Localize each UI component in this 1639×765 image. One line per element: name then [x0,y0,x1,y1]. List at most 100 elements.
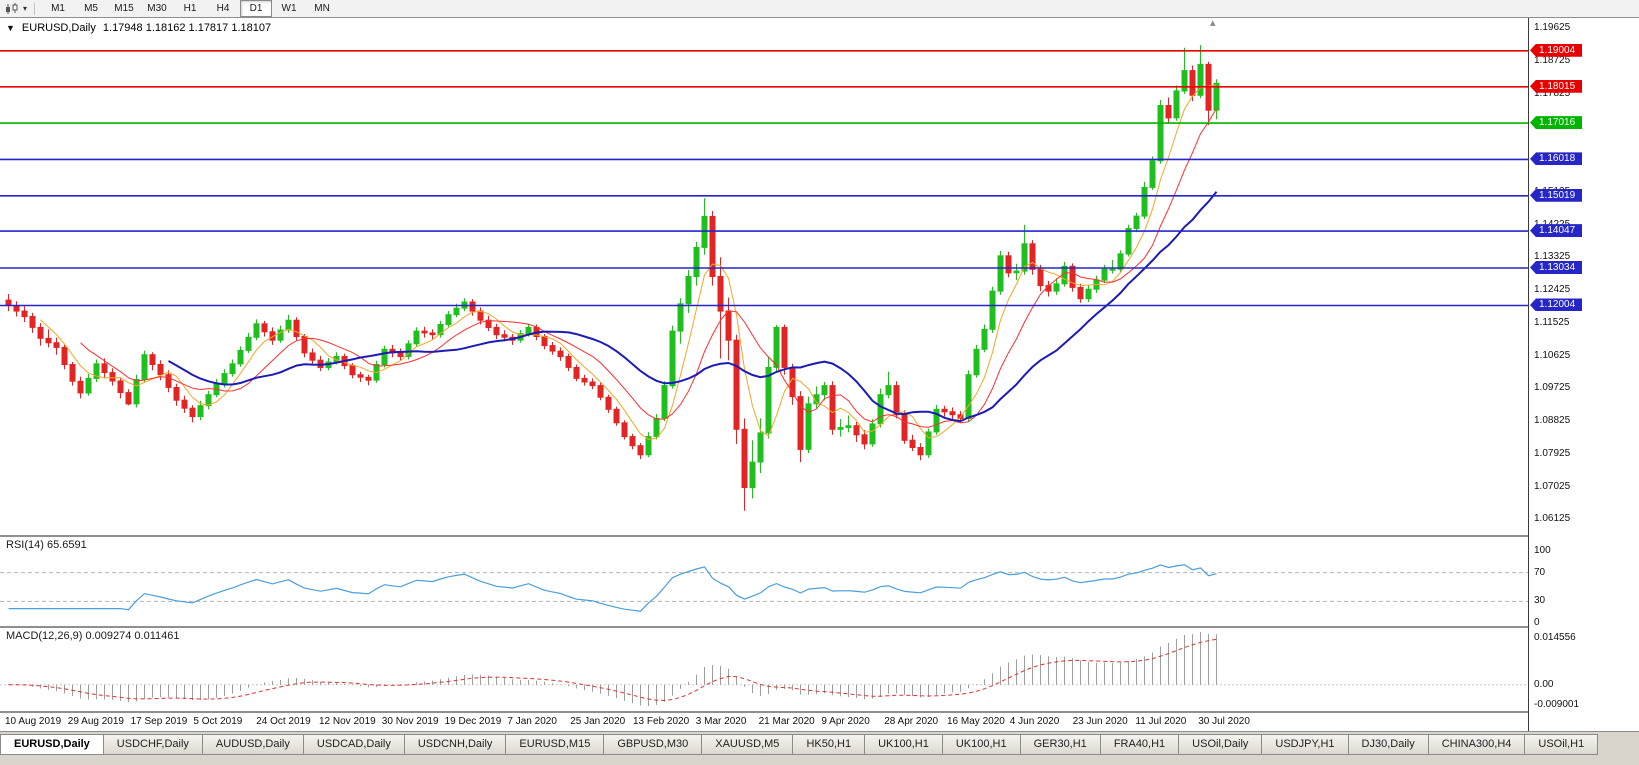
candle [973,344,980,378]
chart-tab-gbpusd-m30[interactable]: GBPUSD,M30 [604,734,703,755]
candle [613,406,620,426]
timeframe-button-m1[interactable]: M1 [51,3,65,14]
date-label: 19 Dec 2019 [444,716,502,727]
candle [581,374,588,386]
date-axis[interactable]: 10 Aug 2019 29 Aug 2019 17 Sep 2019 5 Oct 2… [0,713,1528,731]
candle [149,352,156,371]
candle [709,211,716,286]
timeframe-button-w1[interactable]: W1 [281,3,297,14]
candle [429,329,436,340]
chart-tab-ger30-h1[interactable]: GER30,H1 [1020,734,1101,755]
candle [197,400,204,421]
price-chart-pane[interactable] [0,18,1528,535]
chart-tab-usdchf-daily[interactable]: USDCHF,Daily [103,734,203,755]
date-label: 24 Oct 2019 [256,716,311,727]
candle [965,370,972,422]
ma-21-line [168,191,1218,423]
chart-tab-eurusd-daily[interactable]: EURUSD,Daily [0,734,104,755]
candle [133,374,140,408]
candle [445,311,452,328]
candle [285,314,292,333]
chart-tab-eurusd-m15[interactable]: EURUSD,M15 [506,734,605,755]
candle [717,257,724,359]
candle [389,344,396,358]
chart-type-dropdown-caret-icon[interactable]: ▾ [23,4,28,13]
rsi-axis-label: 0 [1534,617,1540,628]
timeframe-button-h4[interactable]: H4 [216,3,230,14]
chart-tab-uk100-h1[interactable]: UK100,H1 [942,734,1021,755]
candle [749,440,756,499]
candle [85,374,92,396]
candle [765,356,772,439]
date-label: 30 Jul 2020 [1198,716,1250,727]
candle [773,324,780,372]
candle [165,370,172,393]
candle [1133,212,1140,233]
candle [909,434,916,452]
price-level-badge: 1.17016 [1530,116,1582,130]
ohlc-values: 1.17948 1.18162 1.17817 1.18107 [102,22,272,34]
chart-tab-uk100-h1[interactable]: UK100,H1 [865,734,943,755]
quick-trade-caret-icon[interactable]: ▼ [6,23,15,33]
candle [829,381,836,435]
chart-tab-usdcnh-daily[interactable]: USDCNH,Daily [404,734,507,755]
macd-pane[interactable] [0,628,1528,711]
pane-divider[interactable] [0,535,1528,537]
candle [845,415,852,433]
candle [645,432,652,458]
chart-tabs-bar: EURUSD,Daily USDCHF,Daily AUDUSD,Daily USDC… [0,731,1639,765]
price-axis[interactable]: 0.014556 0.00 -0.009001 1.19625 1.18725 1.… [1528,18,1639,731]
chart-tab-usoil-h1[interactable]: USOil,H1 [1525,734,1599,755]
candle [205,390,212,410]
candle [13,301,20,317]
timeframe-button-m5[interactable]: M5 [84,3,98,14]
rsi-pane[interactable] [0,537,1528,626]
price-tick-label: 1.09725 [1534,382,1571,394]
timeframe-button-m30[interactable]: M30 [147,3,167,14]
candle [261,320,268,337]
candle [573,364,580,382]
candle [1141,181,1148,219]
date-label: 25 Jan 2020 [570,716,626,727]
price-tick-label: 1.19625 [1534,22,1571,34]
chart-tab-china300-h4[interactable]: CHINA300,H4 [1428,734,1526,755]
chart-type-icon[interactable] [5,2,20,15]
rsi-axis-label: 30 [1534,595,1546,607]
timeframe-button-h1[interactable]: H1 [183,3,197,14]
timeframe-button-d1[interactable]: D1 [240,0,273,17]
chart-window: ▴ ▼ EURUSD,Daily 1.17948 1.18162 1.17817… [0,17,1639,731]
chart-tab-usoil-daily[interactable]: USOil,Daily [1179,734,1263,755]
candle [981,324,988,353]
candle [309,348,316,364]
candle [733,334,740,444]
price-level-badge: 1.19004 [1530,43,1582,57]
pane-divider[interactable] [0,711,1528,713]
candle [757,418,764,473]
candle [1205,61,1212,126]
candle [589,378,596,390]
chart-tab-fra40-h1[interactable]: FRA40,H1 [1100,734,1180,755]
chart-tab-dj30-daily[interactable]: DJ30,Daily [1348,734,1429,755]
chart-tab-xauusd-m5[interactable]: XAUUSD,M5 [702,734,794,755]
chart-tab-usdjpy-h1[interactable]: USDJPY,H1 [1262,734,1349,755]
chart-tab-hk50-h1[interactable]: HK50,H1 [793,734,866,755]
timeframe-button-m15[interactable]: M15 [114,3,134,14]
candle [77,376,84,399]
timeframe-button-mn[interactable]: MN [314,3,330,14]
candle [693,241,700,286]
candle [125,389,132,406]
candle [805,396,812,453]
price-tick-label: 1.08825 [1534,415,1571,427]
pane-divider[interactable] [0,626,1528,628]
candle [925,428,932,458]
candle [637,443,644,460]
candle [1037,264,1044,292]
chart-tab-audusd-daily[interactable]: AUDUSD,Daily [202,734,304,755]
candle [237,346,244,367]
candle [933,404,940,435]
timeframe-buttons: M1 M5 M15 M30 H1 H4 D1 W1 MN [42,0,338,17]
timeframe-toolbar: ▾ M1 M5 M15 M30 H1 H4 D1 W1 MN [0,0,1639,18]
candle [989,286,996,333]
chart-tab-usdcad-daily[interactable]: USDCAD,Daily [303,734,405,755]
toolbar-separator [34,2,36,15]
